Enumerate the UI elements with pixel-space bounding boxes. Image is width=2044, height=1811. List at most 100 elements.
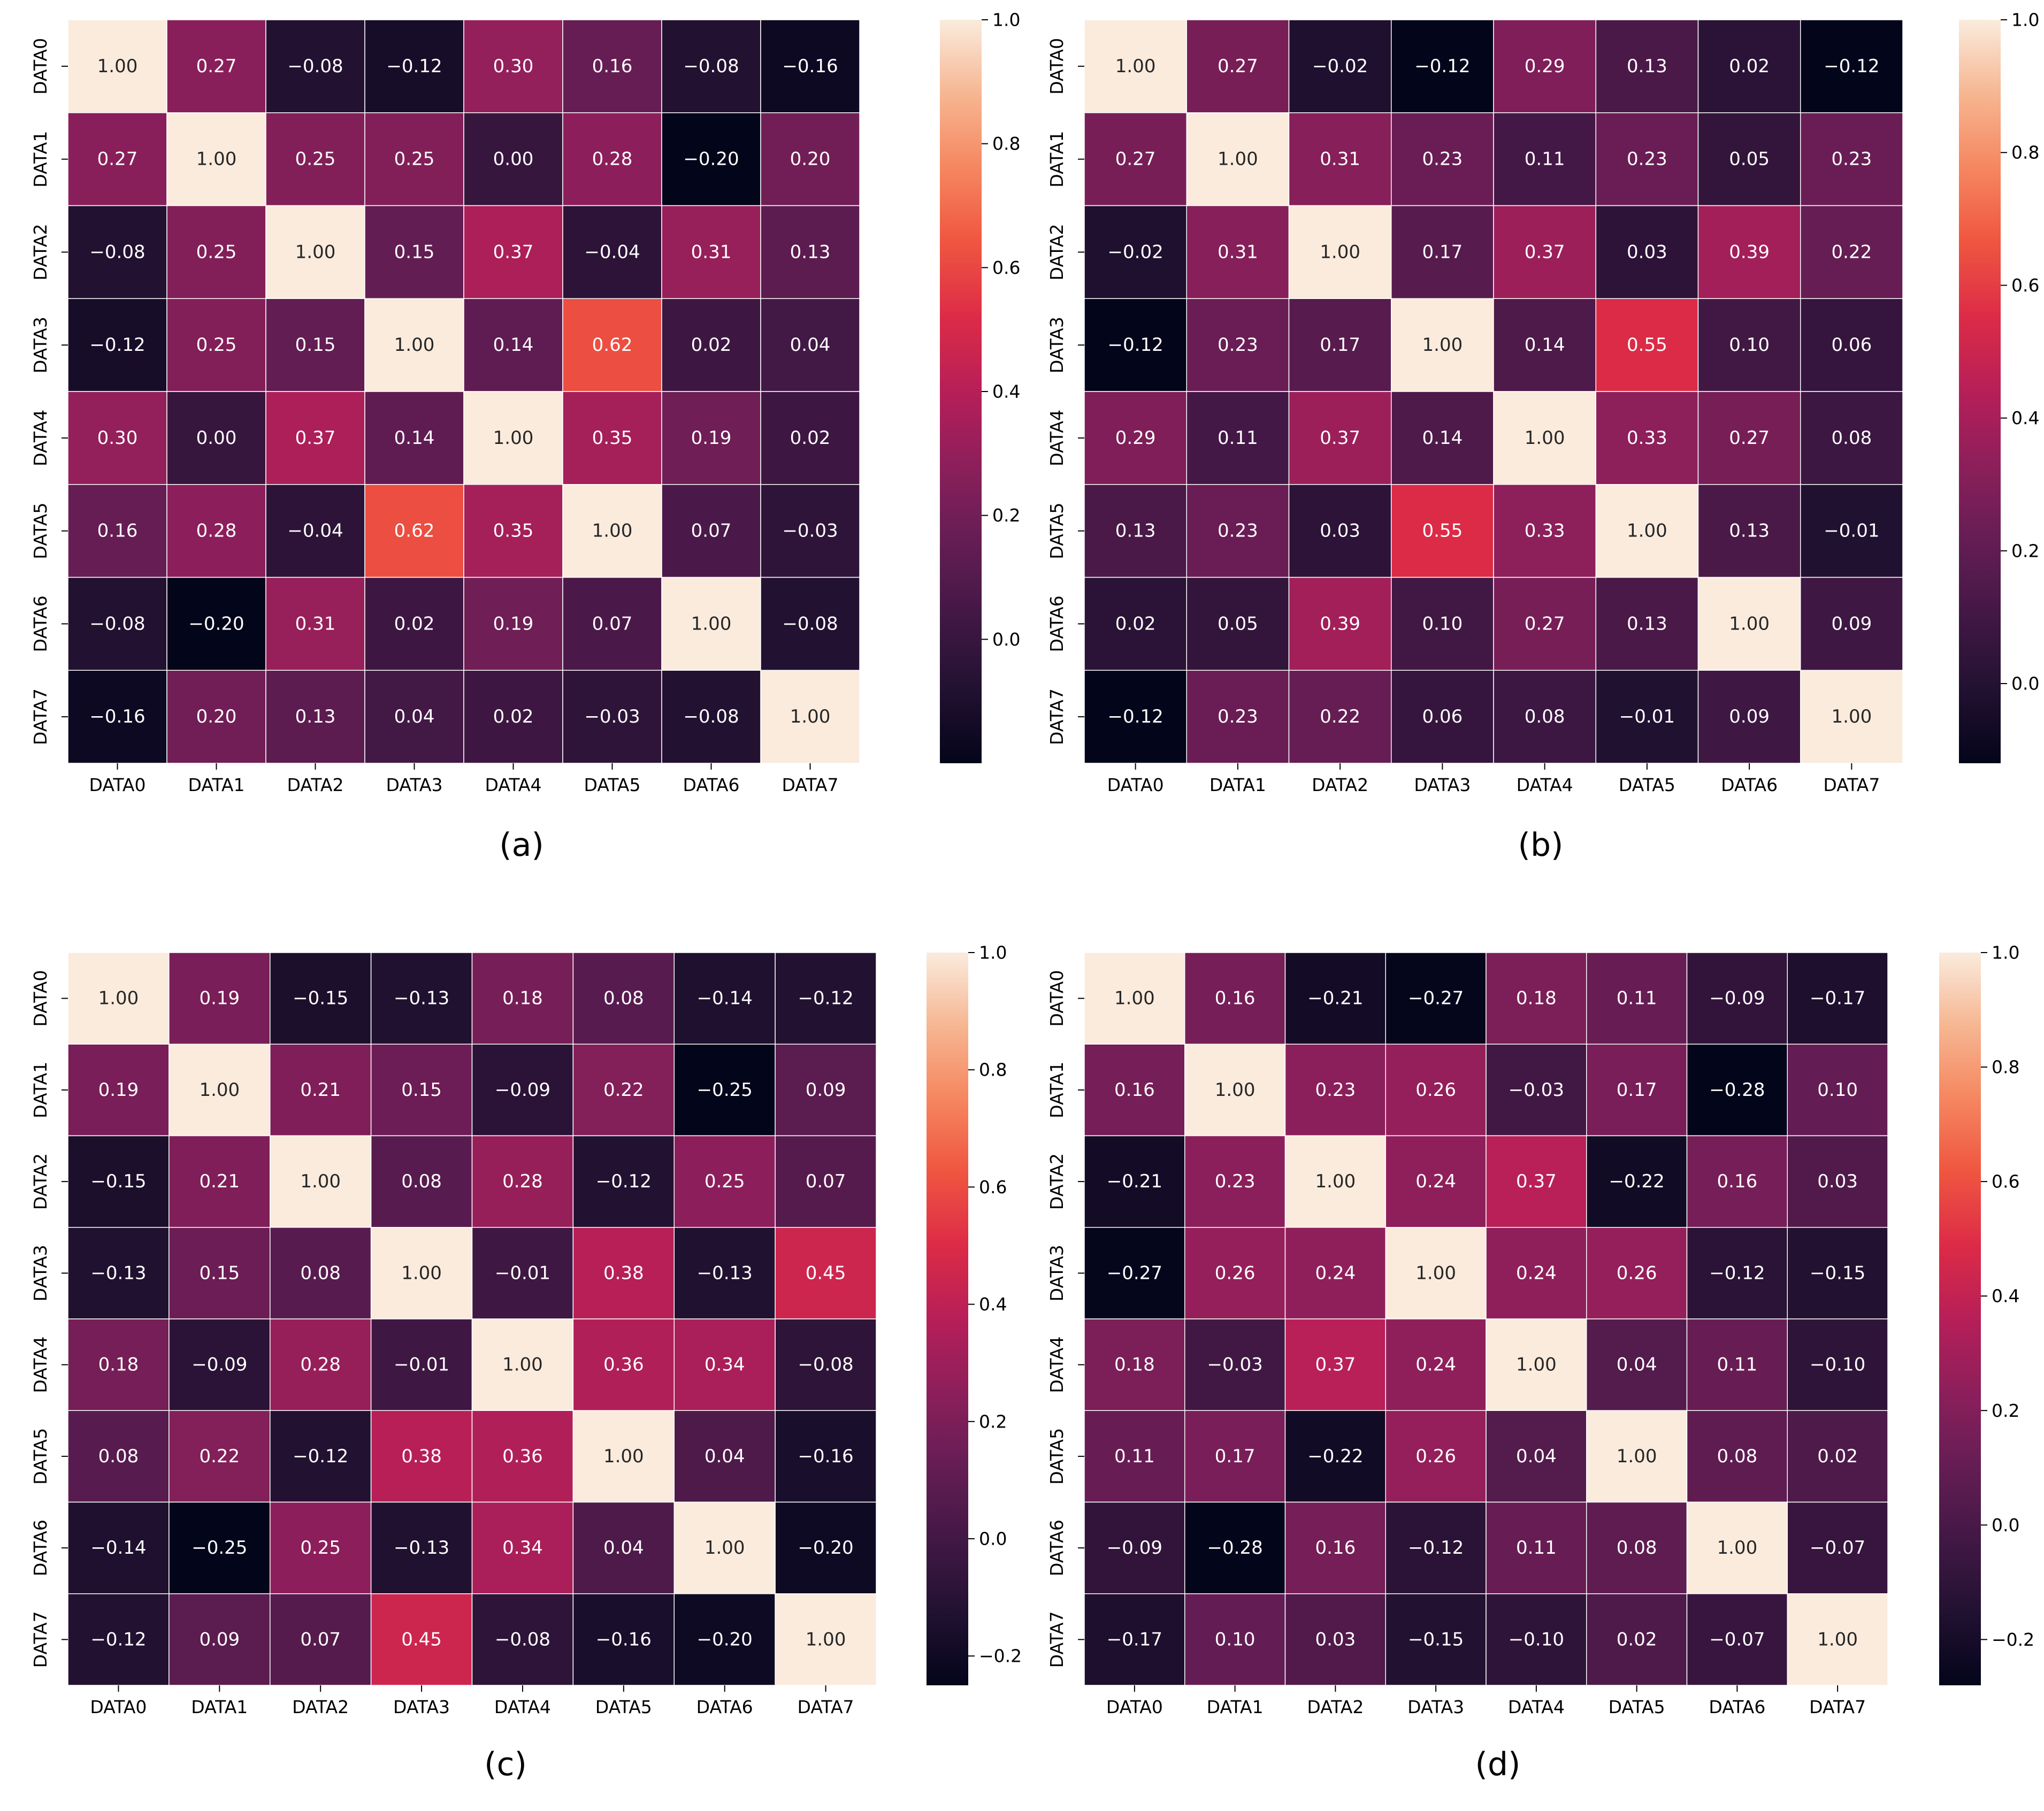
heatmap-cell	[661, 205, 761, 299]
cell-value-label: 0.35	[592, 427, 633, 449]
heatmap-cell	[1686, 952, 1788, 1045]
heatmap-cell	[1084, 1318, 1185, 1411]
heatmap-cell	[562, 577, 662, 671]
cell-value-label: 0.14	[1525, 334, 1565, 356]
heatmap-cell	[1787, 1410, 1888, 1503]
heatmap-cell	[67, 1318, 170, 1411]
y-tick-label: DATA4	[30, 410, 51, 466]
heatmap-cell	[1385, 1043, 1487, 1137]
cell-value-label: −0.01	[1824, 520, 1879, 542]
cell-value-label: 0.15	[394, 241, 435, 263]
heatmap-cell	[1595, 298, 1699, 392]
heatmap-cell	[1486, 952, 1587, 1045]
cell-value-label: −0.12	[1709, 1262, 1765, 1284]
heatmap-panel-d: 1.00 0.16 −0.21 −0.27 0.18 0.11 −0.09 −0.17 0.16…	[1046, 942, 2034, 1784]
cell-value-label: 0.08	[401, 1171, 442, 1192]
cell-value-label: 0.09	[1832, 613, 1872, 634]
cell-value-label: 0.09	[1729, 706, 1770, 727]
heatmap-cell	[1493, 577, 1596, 671]
cell-value-label: 0.39	[1320, 613, 1360, 634]
cell-value-label: 0.08	[1717, 1446, 1758, 1467]
cell-value-label: 0.25	[196, 241, 237, 263]
heatmap-cell	[169, 1135, 271, 1228]
heatmap-cell	[1595, 391, 1699, 485]
cell-value-label: 0.26	[1415, 1446, 1456, 1467]
heatmap-cell	[166, 112, 266, 206]
heatmap-cell	[1288, 484, 1392, 578]
heatmap-cell	[1391, 484, 1494, 578]
cell-value-label: 0.02	[790, 427, 831, 449]
cell-value-label: 0.30	[97, 427, 138, 449]
y-tick-label: DATA5	[1046, 503, 1067, 559]
heatmap-cell	[1391, 112, 1494, 206]
colorbar-tick-label: −0.2	[1992, 1629, 2034, 1650]
heatmap-cell	[1697, 298, 1801, 392]
colorbar-tick-label: 0.6	[1992, 1171, 2019, 1192]
heatmap-cell	[463, 391, 563, 485]
y-tick-label: DATA6	[30, 1520, 51, 1576]
heatmap-cell	[1084, 1410, 1185, 1503]
y-tick-label: DATA7	[1046, 688, 1067, 745]
cell-value-label: −0.12	[1414, 56, 1470, 77]
colorbar-tick-label: 0.8	[1992, 1057, 2019, 1078]
cell-value-label: 0.23	[1627, 149, 1667, 170]
cell-value-label: −0.20	[683, 149, 739, 170]
heatmap-cell	[1084, 19, 1187, 113]
y-tick-label: DATA3	[1046, 1245, 1067, 1301]
heatmap-cell	[673, 1318, 776, 1411]
cell-value-label: 0.37	[1525, 241, 1565, 263]
cell-value-label: −0.08	[798, 1354, 853, 1376]
heatmap-cell	[1493, 670, 1596, 764]
cell-value-label: −0.16	[798, 1446, 853, 1467]
heatmap-cell	[67, 1043, 170, 1137]
heatmap-cell	[1186, 205, 1290, 299]
cell-value-label: 1.00	[1215, 1079, 1256, 1101]
cell-value-label: 1.00	[705, 1537, 745, 1559]
cell-value-label: 0.11	[1218, 427, 1258, 449]
cell-value-label: 0.20	[196, 706, 237, 727]
cell-value-label: −0.16	[89, 706, 145, 727]
heatmap-cell	[169, 1043, 271, 1137]
heatmap-cell	[1686, 1410, 1788, 1503]
colorbar-tick-label: 0.2	[1992, 1400, 2019, 1421]
cell-value-label: −0.14	[90, 1537, 146, 1559]
cell-value-label: 0.27	[1115, 149, 1156, 170]
heatmap-cell	[1385, 1410, 1487, 1503]
heatmap-cell	[1697, 19, 1801, 113]
cell-value-label: 0.23	[1218, 334, 1258, 356]
y-tick-label: DATA3	[1046, 317, 1067, 373]
colorbar	[1939, 953, 1981, 1685]
heatmap-cell	[760, 19, 860, 113]
heatmap-cell	[1288, 205, 1392, 299]
heatmap-cell	[661, 112, 761, 206]
cell-value-label: 0.04	[603, 1537, 644, 1559]
heatmap-cell	[169, 952, 271, 1045]
cell-value-label: 0.17	[1422, 241, 1463, 263]
heatmap-cell	[463, 670, 563, 764]
cell-value-label: −0.08	[89, 613, 145, 634]
heatmap-cell	[1787, 1593, 1888, 1686]
colorbar-tick-label: 0.6	[979, 1177, 1007, 1198]
cell-value-label: 0.05	[1729, 149, 1770, 170]
x-tick-label: DATA3	[1414, 774, 1471, 795]
cell-value-label: 0.15	[199, 1262, 240, 1284]
cell-value-label: 0.45	[806, 1262, 846, 1284]
cell-value-label: 0.10	[1422, 613, 1463, 634]
cell-value-label: 0.04	[705, 1446, 745, 1467]
heatmap-cell	[1385, 1593, 1487, 1686]
cell-value-label: −0.13	[697, 1262, 753, 1284]
heatmap-cell	[1284, 1227, 1386, 1319]
heatmap-cell	[67, 1593, 170, 1686]
heatmap-cell	[760, 670, 860, 764]
heatmap-cell	[673, 1227, 776, 1319]
cell-value-label: −0.17	[1107, 1629, 1162, 1650]
heatmap-cell	[562, 391, 662, 485]
x-tick-label: DATA4	[485, 774, 541, 795]
heatmap-cell	[1084, 484, 1187, 578]
cell-value-label: −0.13	[90, 1262, 146, 1284]
cell-value-label: 0.23	[1315, 1079, 1356, 1101]
heatmap-cell	[471, 1318, 574, 1411]
cell-value-label: 0.08	[98, 1446, 139, 1467]
cell-value-label: 0.19	[199, 988, 240, 1009]
cell-value-label: 0.05	[1218, 613, 1258, 634]
